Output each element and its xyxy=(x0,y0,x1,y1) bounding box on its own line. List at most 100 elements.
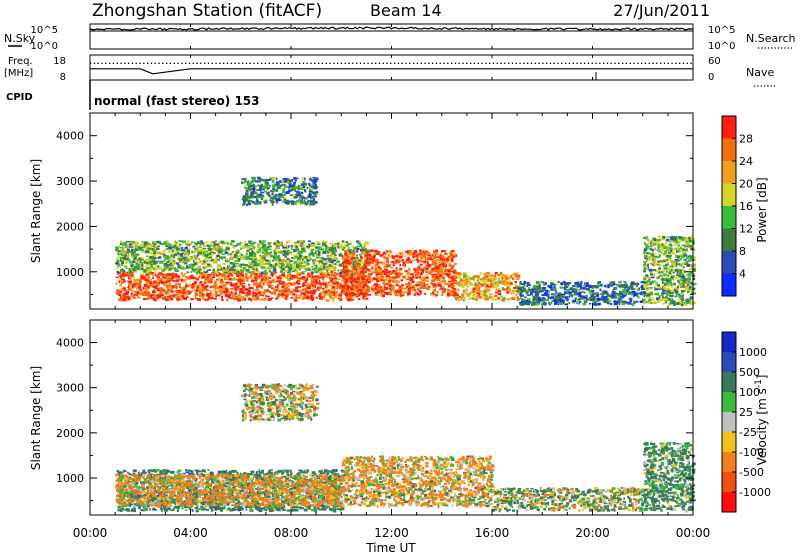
heatmap-cell xyxy=(494,298,497,301)
heatmap-cell xyxy=(311,191,316,193)
heatmap-cell xyxy=(255,270,259,272)
heatmap-cell xyxy=(362,277,366,280)
heatmap-cell xyxy=(333,256,337,259)
heatmap-cell xyxy=(367,259,372,262)
heatmap-cell xyxy=(370,259,373,262)
heatmap-cell xyxy=(152,276,154,279)
heatmap-cell xyxy=(237,270,240,274)
heatmap-cell xyxy=(340,286,342,289)
heatmap-cell xyxy=(173,244,176,247)
heatmap-cell xyxy=(152,258,156,262)
heatmap-cell xyxy=(195,293,198,296)
heatmap-cell xyxy=(159,273,162,276)
heatmap-cell xyxy=(288,271,291,274)
heatmap-cell xyxy=(433,288,437,292)
heatmap-cell xyxy=(345,265,348,268)
heatmap-cell xyxy=(357,298,361,301)
heatmap-cell xyxy=(164,257,167,260)
heatmap-cell xyxy=(218,247,221,250)
heatmap-cell xyxy=(568,302,571,305)
heatmap-cell xyxy=(502,281,505,285)
heatmap-cell xyxy=(274,183,278,186)
heatmap-cell xyxy=(366,284,369,288)
heatmap-cell xyxy=(352,298,355,301)
heatmap-cell xyxy=(436,291,439,293)
heatmap-cell xyxy=(223,275,228,278)
heatmap-cell xyxy=(343,278,346,280)
heatmap-cell xyxy=(635,300,639,303)
nave-tick-top: 60 xyxy=(708,56,721,67)
heatmap-cell xyxy=(339,275,342,278)
heatmap-cell xyxy=(526,285,528,287)
heatmap-cell xyxy=(466,294,469,297)
heatmap-cell xyxy=(312,198,315,201)
heatmap-cell xyxy=(506,298,511,301)
heatmap-cell xyxy=(285,249,290,252)
heatmap-cell xyxy=(314,282,317,286)
heatmap-cell xyxy=(365,263,368,267)
heatmap-cell xyxy=(344,263,347,266)
heatmap-cell xyxy=(260,183,263,186)
heatmap-cell xyxy=(382,294,385,298)
heatmap-cell xyxy=(338,253,343,257)
heatmap-cell xyxy=(170,249,173,252)
heatmap-cell xyxy=(203,251,206,254)
heatmap-cell xyxy=(322,297,325,300)
heatmap-cell xyxy=(329,250,332,253)
heatmap-cell xyxy=(355,261,359,264)
heatmap-cell xyxy=(563,296,566,298)
heatmap-cell xyxy=(295,268,299,271)
heatmap-cell xyxy=(255,283,258,286)
heatmap-cell xyxy=(260,195,264,198)
heatmap-cell xyxy=(422,254,427,257)
heatmap-cell xyxy=(160,296,163,299)
nsearch-tick-bottom: 10^0 xyxy=(708,41,735,52)
heatmap-cell xyxy=(131,248,134,252)
heatmap-cell xyxy=(498,280,502,284)
heatmap-cell xyxy=(305,289,307,292)
heatmap-cell xyxy=(272,259,274,262)
heatmap-cell xyxy=(519,286,523,289)
heatmap-cell xyxy=(296,195,299,198)
heatmap-cell xyxy=(270,279,275,283)
heatmap-cell xyxy=(259,283,262,286)
heatmap-cell xyxy=(187,259,191,262)
heatmap-cell xyxy=(474,282,477,285)
heatmap-cell xyxy=(181,251,184,255)
heatmap-cell xyxy=(341,240,345,243)
heatmap-cell xyxy=(203,271,207,274)
heatmap-cell xyxy=(343,291,348,294)
heatmap-cell xyxy=(493,277,497,280)
heatmap-cell xyxy=(201,276,205,279)
heatmap-cell xyxy=(588,296,592,299)
heatmap-cell xyxy=(631,290,636,294)
heatmap-cell xyxy=(384,272,388,274)
heatmap-cell xyxy=(331,277,334,281)
heatmap-cell xyxy=(137,286,142,289)
heatmap-cell xyxy=(201,288,205,291)
heatmap-cell xyxy=(612,291,616,294)
heatmap-cell xyxy=(366,293,369,296)
heatmap-cell xyxy=(363,297,367,300)
heatmap-cell xyxy=(295,194,300,196)
heatmap-cell xyxy=(198,287,202,291)
heatmap-cell xyxy=(349,261,354,264)
cpid-panel: CPID normal (fast stereo) 153 xyxy=(6,80,260,110)
heatmap-cell xyxy=(274,247,277,251)
heatmap-cell xyxy=(395,267,398,270)
heatmap-cell xyxy=(369,254,372,257)
heatmap-cell xyxy=(491,285,495,289)
heatmap-cell xyxy=(119,290,122,293)
heatmap-cell xyxy=(299,185,303,188)
heatmap-cell xyxy=(205,279,209,283)
heatmap-cell xyxy=(620,298,623,302)
heatmap-cell xyxy=(523,289,526,292)
heatmap-cell xyxy=(256,250,259,254)
heatmap-cell xyxy=(359,283,362,286)
heatmap-cell xyxy=(121,280,124,283)
heatmap-cell xyxy=(132,291,135,293)
heatmap-cell xyxy=(514,290,518,293)
heatmap-cell xyxy=(479,291,482,294)
heatmap-cell xyxy=(452,291,457,294)
heatmap-cell xyxy=(345,245,349,247)
